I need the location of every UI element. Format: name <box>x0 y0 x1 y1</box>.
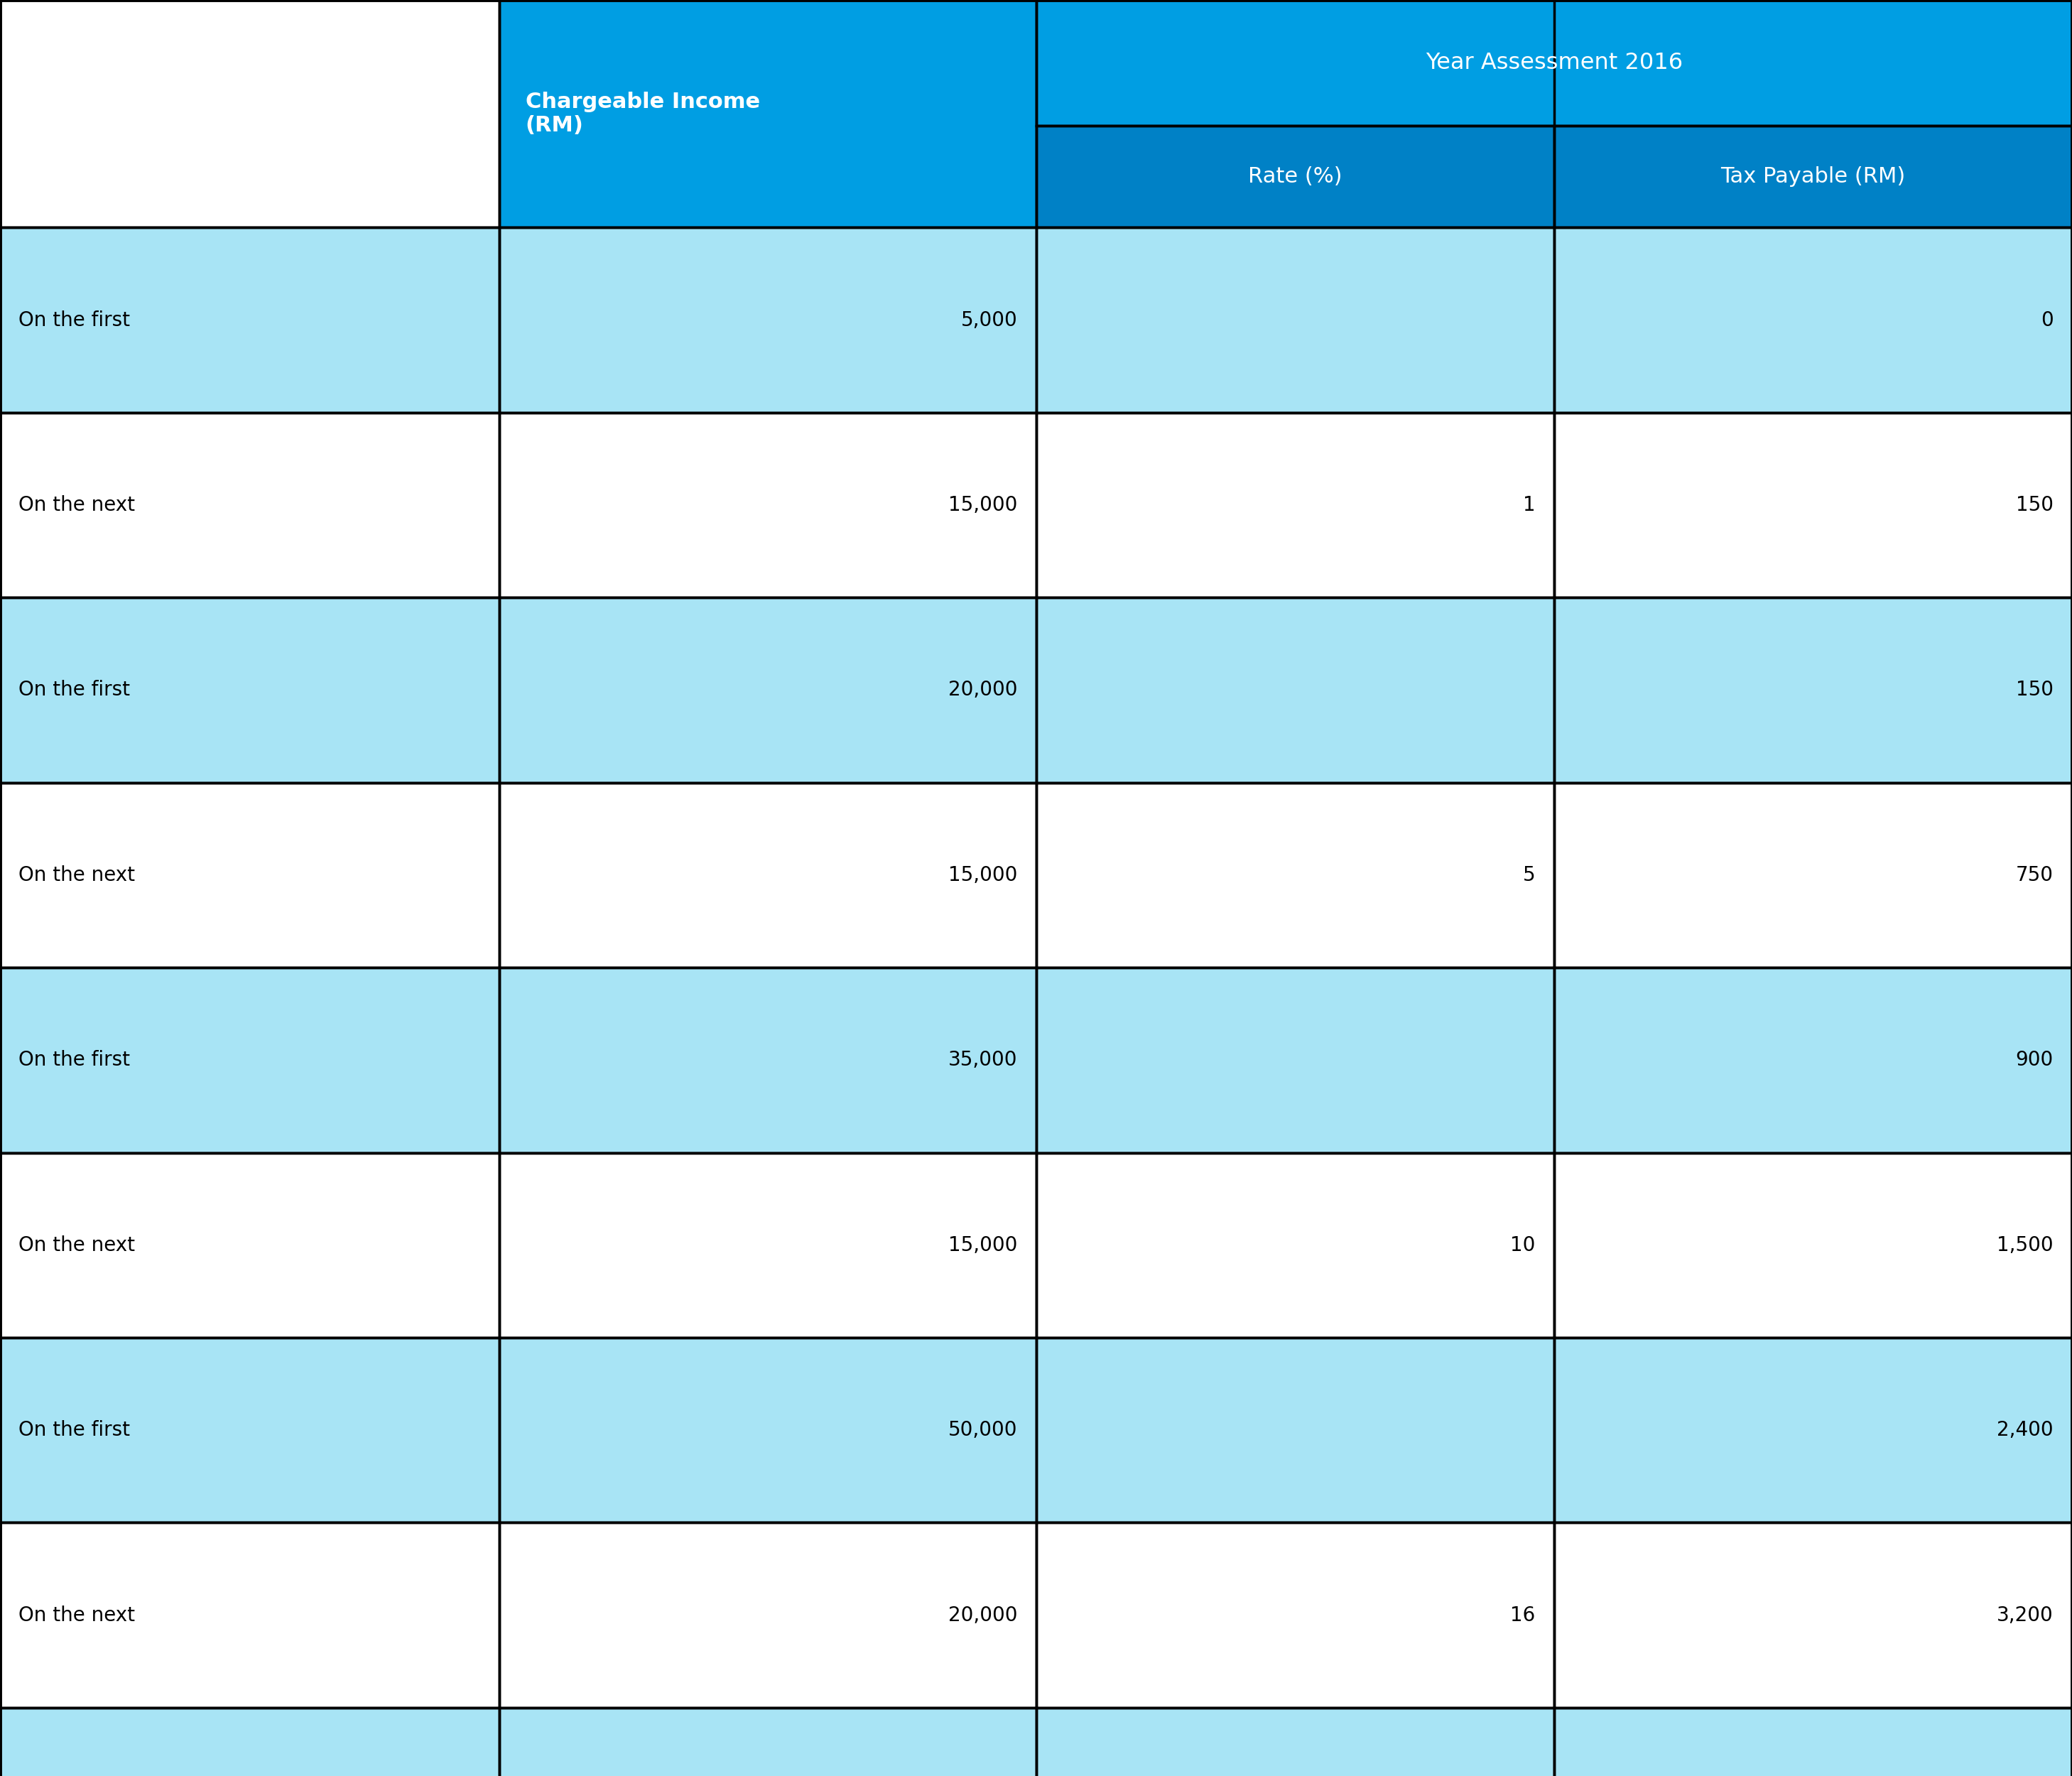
Text: On the next: On the next <box>19 496 135 515</box>
Bar <box>1554 1153 2072 1337</box>
Bar <box>1554 1709 2072 1776</box>
Text: 16: 16 <box>1510 1606 1535 1625</box>
Bar <box>1036 412 1554 597</box>
Bar <box>1036 227 1554 412</box>
Bar <box>1036 1153 1554 1337</box>
Bar <box>0 1337 499 1522</box>
Bar <box>499 1522 1036 1709</box>
Bar <box>1036 1337 1554 1522</box>
Text: 150: 150 <box>2016 496 2053 515</box>
Text: 35,000: 35,000 <box>949 1050 1017 1071</box>
Text: 1,500: 1,500 <box>1997 1236 2053 1256</box>
Text: On the first: On the first <box>19 680 131 700</box>
Text: 20,000: 20,000 <box>949 680 1017 700</box>
Bar <box>0 968 499 1153</box>
Bar <box>499 968 1036 1153</box>
Text: On the first: On the first <box>19 311 131 330</box>
Bar <box>1554 227 2072 412</box>
Text: 50,000: 50,000 <box>949 1421 1017 1440</box>
Bar <box>0 1522 499 1709</box>
Text: Tax Payable (RM): Tax Payable (RM) <box>1720 167 1906 186</box>
Bar <box>0 227 499 412</box>
Bar <box>1554 968 2072 1153</box>
Bar <box>499 1153 1036 1337</box>
Bar <box>1036 1522 1554 1709</box>
Bar <box>499 1337 1036 1522</box>
Bar <box>1554 1522 2072 1709</box>
Bar <box>499 0 1036 227</box>
Text: 150: 150 <box>2016 680 2053 700</box>
Bar <box>1554 1337 2072 1522</box>
Bar <box>1036 968 1554 1153</box>
Text: 15,000: 15,000 <box>949 496 1017 515</box>
Bar <box>1036 0 2072 126</box>
Bar <box>499 783 1036 968</box>
Bar <box>1036 783 1554 968</box>
Bar <box>1554 412 2072 597</box>
Text: 20,000: 20,000 <box>949 1606 1017 1625</box>
Text: Rate (%): Rate (%) <box>1247 167 1343 186</box>
Text: On the next: On the next <box>19 1236 135 1256</box>
Text: 900: 900 <box>2016 1050 2053 1071</box>
Bar <box>0 412 499 597</box>
Bar <box>1554 597 2072 783</box>
Bar <box>0 1709 499 1776</box>
Text: 750: 750 <box>2016 865 2053 884</box>
Text: 2,400: 2,400 <box>1997 1421 2053 1440</box>
Text: Chargeable Income
(RM): Chargeable Income (RM) <box>526 92 760 137</box>
Bar <box>499 412 1036 597</box>
Text: On the first: On the first <box>19 1050 131 1071</box>
Text: On the next: On the next <box>19 865 135 884</box>
Bar <box>0 1153 499 1337</box>
Text: 15,000: 15,000 <box>949 1236 1017 1256</box>
Bar <box>0 0 499 227</box>
Bar <box>499 597 1036 783</box>
Text: 1: 1 <box>1523 496 1535 515</box>
Bar <box>1036 597 1554 783</box>
Bar <box>1554 783 2072 968</box>
Text: 0: 0 <box>2041 311 2053 330</box>
Bar <box>1036 1709 1554 1776</box>
Text: On the next: On the next <box>19 1606 135 1625</box>
Bar <box>1554 126 2072 227</box>
Bar <box>499 227 1036 412</box>
Bar <box>0 597 499 783</box>
Text: 5,000: 5,000 <box>961 311 1017 330</box>
Bar <box>0 783 499 968</box>
Text: 3,200: 3,200 <box>1997 1606 2053 1625</box>
Text: 5: 5 <box>1523 865 1535 884</box>
Text: On the first: On the first <box>19 1421 131 1440</box>
Text: Year Assessment 2016: Year Assessment 2016 <box>1426 52 1682 75</box>
Bar <box>1036 126 1554 227</box>
Bar <box>499 1709 1036 1776</box>
Text: 10: 10 <box>1510 1236 1535 1256</box>
Text: 15,000: 15,000 <box>949 865 1017 884</box>
